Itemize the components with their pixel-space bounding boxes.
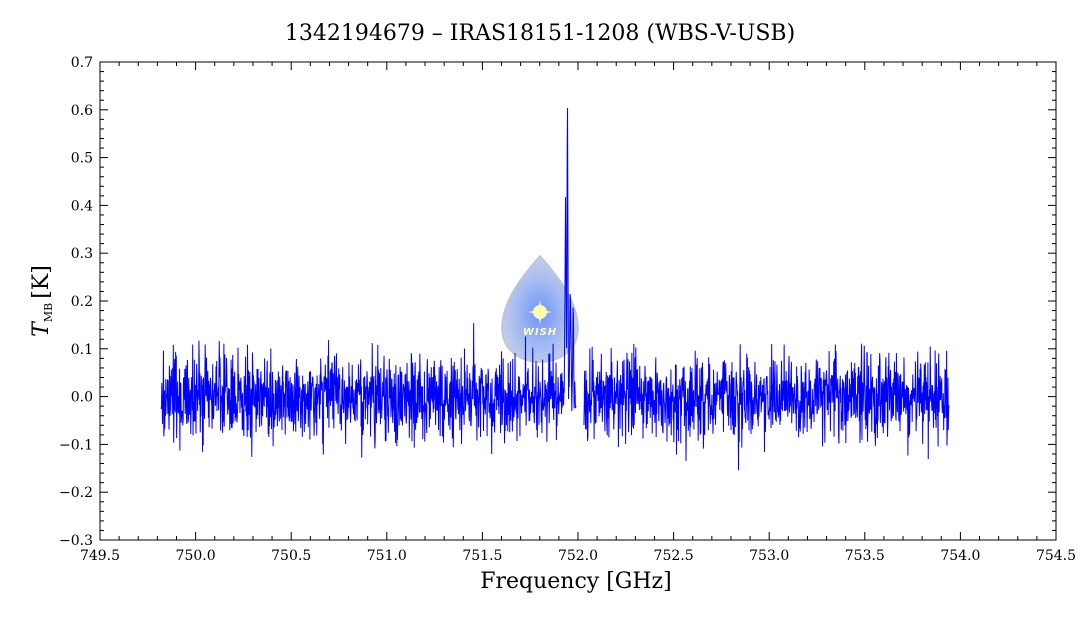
x-tick-label: 753.0 <box>749 548 789 564</box>
x-tick-label: 752.0 <box>558 548 598 564</box>
chart-title: 1342194679 – IRAS18151-1208 (WBS-V-USB) <box>285 21 795 46</box>
x-axis-label: Frequency [GHz] <box>480 569 672 594</box>
x-tick-label: 750.0 <box>176 548 216 564</box>
x-tick-label: 751.5 <box>462 548 502 564</box>
x-tick-label: 752.5 <box>654 548 694 564</box>
x-axis: 749.5 750.0 750.5 751.0 751.5 752.0 752.5 753.0… <box>80 62 1076 564</box>
wish-drop-logo: WISH <box>501 254 579 363</box>
x-tick-label: 753.5 <box>845 548 885 564</box>
svg-text:TMB[K]: TMB [K] <box>29 265 55 337</box>
x-tick-label: 749.5 <box>80 548 120 564</box>
y-tick-label: 0.3 <box>71 246 93 262</box>
y-axis: −0.3 −0.2 −0.1 0.0 0.1 0.2 0.3 0.4 0.5 0.6 0.7 <box>59 55 1056 549</box>
plot-area <box>99 61 1057 541</box>
y-tick-label: −0.1 <box>59 437 93 453</box>
y-tick-label: 0.6 <box>71 103 93 119</box>
y-tick-label: 0.0 <box>71 390 93 406</box>
y-axis-label-main: T <box>29 320 54 337</box>
x-tick-label: 754.0 <box>940 548 980 564</box>
spectrum-series-0 <box>160 108 950 471</box>
y-tick-label: 0.2 <box>71 294 93 310</box>
y-axis-label-unit: [K] <box>29 265 54 299</box>
y-tick-label: 0.5 <box>71 151 93 167</box>
y-tick-label: 0.4 <box>71 198 93 214</box>
y-tick-label: 0.7 <box>71 55 93 71</box>
y-axis-label: TMB [K] <box>29 265 55 337</box>
y-tick-label: −0.2 <box>59 485 93 501</box>
x-tick-label: 754.5 <box>1036 548 1076 564</box>
y-axis-label-sub: MB <box>42 303 55 322</box>
logo-text: WISH <box>523 327 557 338</box>
x-tick-label: 751.0 <box>367 548 407 564</box>
y-tick-label: −0.3 <box>59 533 93 549</box>
plot-frame <box>99 61 1057 541</box>
y-tick-label: 0.1 <box>71 342 93 358</box>
x-tick-label: 750.5 <box>271 548 311 564</box>
